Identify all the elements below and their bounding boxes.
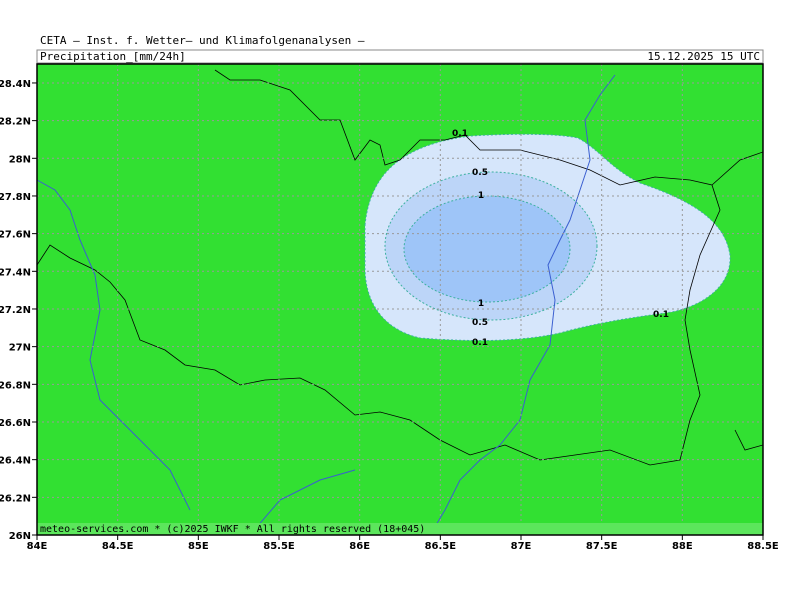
- frame: [36, 63, 764, 536]
- x-tick-label: 85E: [188, 541, 209, 552]
- y-tick-label: 26.2N: [0, 493, 31, 504]
- contour-label: 0.1: [653, 310, 669, 320]
- y-tick-label: 26.4N: [0, 456, 31, 467]
- y-tick-label: 26.6N: [0, 418, 31, 429]
- y-tick-label: 28N: [9, 154, 31, 165]
- title: CETA — Inst. f. Wetter— und Klimafolgena…: [40, 34, 365, 47]
- axes: 84E 84.5E 85E 85.5E 86E 86.5E 87E 87.5E 88E 88.5E…: [0, 79, 779, 552]
- y-tick-label: 27.2N: [0, 305, 31, 316]
- valid-time: 15.12.2025 15 UTC: [647, 50, 760, 63]
- y-tick-label: 27.8N: [0, 192, 31, 203]
- y-tick-label: 27.6N: [0, 230, 31, 241]
- rivers: [36, 74, 616, 536]
- x-tick-label: 87E: [511, 541, 532, 552]
- x-tick-label: 86E: [349, 541, 370, 552]
- contour-label: 0.1: [452, 129, 468, 139]
- x-tick-label: 86.5E: [425, 541, 457, 552]
- footer: meteo-services.com * (c)2025 IWKF * All …: [40, 524, 425, 535]
- contour-labels: 0.1 0.5 1 1 0.5 0.1 0.1: [452, 129, 669, 348]
- borders: [36, 69, 764, 466]
- x-tick-label: 84E: [27, 541, 48, 552]
- y-tick-label: 28.2N: [0, 117, 31, 128]
- footer-bar: [37, 523, 763, 535]
- contour-1: [403, 195, 571, 303]
- x-tick-label: 88.5E: [747, 541, 779, 552]
- y-tick-label: 26N: [9, 531, 31, 542]
- y-tick-label: 26.8N: [0, 380, 31, 391]
- graticule: [37, 64, 763, 535]
- plot-area: 0.1 0.5 1 1 0.5 0.1 0.1 meteo-services.com * (…: [36, 63, 764, 536]
- y-tick-label: 27N: [9, 343, 31, 354]
- variable: Precipitation_[mm/24h]: [40, 50, 186, 63]
- y-tick-label: 28.4N: [0, 79, 31, 90]
- contour-label: 1: [478, 299, 484, 309]
- contour-label: 0.1: [472, 338, 488, 348]
- x-tick-label: 88E: [672, 541, 693, 552]
- header-bar: [36, 49, 764, 64]
- contour-label: 0.5: [472, 318, 488, 328]
- x-tick-label: 85.5E: [263, 541, 295, 552]
- contour-label: 1: [478, 191, 484, 201]
- x-tick-label: 84.5E: [102, 541, 134, 552]
- x-tick-label: 87.5E: [586, 541, 618, 552]
- y-tick-label: 27.4N: [0, 267, 31, 278]
- contour-label: 0.5: [472, 168, 488, 178]
